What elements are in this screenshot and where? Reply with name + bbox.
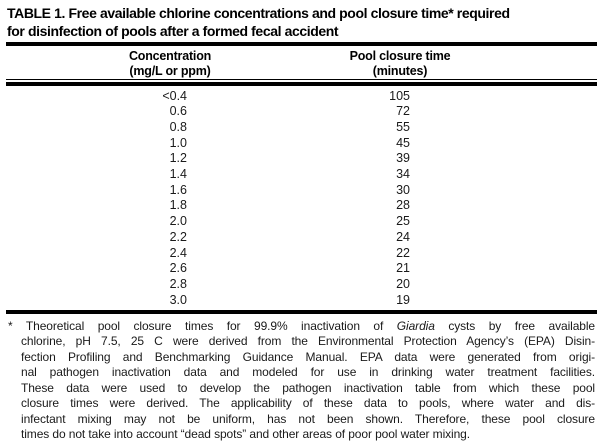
body-bottom-rule: [6, 310, 597, 314]
table-row: <0.4 105: [0, 89, 603, 105]
column-header-closure-time: Pool closure time (minutes): [300, 49, 500, 80]
footnote-text: fection Profiling and Benchmarking Guida…: [21, 349, 595, 364]
closure-time-cell: 105: [389, 88, 410, 103]
footnote-text: closure times were derived. The applicab…: [21, 396, 595, 411]
concentration-cell: 1.4: [169, 167, 187, 182]
concentration-cell: 1.0: [169, 135, 187, 150]
concentration-cell: 1.2: [169, 151, 187, 166]
table-row: 1.2 39: [0, 151, 603, 167]
concentration-cell: 0.8: [169, 119, 187, 134]
concentration-cell: 1.8: [169, 198, 187, 213]
concentration-cell: 2.8: [169, 276, 187, 291]
footnote-text: * Theoretical pool closure times for 99.…: [8, 318, 397, 333]
closure-time-cell: 30: [396, 182, 410, 197]
concentration-cell: 0.6: [169, 104, 187, 119]
footnote-line: nal pathogen inactivation data and model…: [8, 365, 595, 381]
footnote: * Theoretical pool closure times for 99.…: [8, 319, 595, 443]
table-row: 3.0 19: [0, 293, 603, 309]
footnote-line: fection Profiling and Benchmarking Guida…: [8, 350, 595, 366]
title-rule: [6, 42, 597, 46]
footnote-italic-text: Giardia: [396, 318, 435, 333]
column-header-closure-time-line2: (minutes): [372, 64, 428, 78]
closure-time-cell: 19: [396, 292, 410, 307]
footnote-line: times do not take into account “dead spo…: [8, 427, 595, 443]
table-title: TABLE 1. Free available chlorine concent…: [7, 5, 596, 40]
table-row: 2.0 25: [0, 214, 603, 230]
footnote-text: These data were used to develop the path…: [21, 380, 595, 395]
table-title-line: TABLE 1. Free available chlorine concent…: [7, 5, 510, 21]
header-underline: [6, 78, 597, 80]
concentration-cell: 1.6: [169, 182, 187, 197]
table-title-line: for disinfection of pools after a formed…: [7, 22, 339, 39]
table-row: 2.4 22: [0, 246, 603, 262]
closure-time-cell: 20: [396, 276, 410, 291]
header-rule: [6, 82, 597, 86]
table-row: 2.2 24: [0, 230, 603, 246]
footnote-line: These data were used to develop the path…: [8, 381, 595, 397]
footnote-text: chlorine, pH 7.5, 25 C were derived from…: [21, 334, 595, 349]
footnote-line: closure times were derived. The applicab…: [8, 396, 595, 412]
closure-time-cell: 55: [396, 119, 410, 134]
table-row: 2.8 20: [0, 277, 603, 293]
column-header-closure-time-line1: Pool closure time: [349, 48, 451, 63]
footnote-text: infectant mixing may not be uniform, has…: [21, 411, 595, 426]
column-headers: Concentration (mg/L or ppm) Pool closure…: [0, 46, 603, 79]
table-row: 2.6 21: [0, 261, 603, 277]
table-row: 1.4 34: [0, 167, 603, 183]
column-header-concentration-line2: (mg/L or ppm): [129, 64, 211, 78]
closure-time-cell: 22: [396, 245, 410, 260]
closure-time-cell: 25: [396, 214, 410, 229]
concentration-cell: 2.2: [169, 229, 187, 244]
concentration-cell: 2.6: [169, 261, 187, 276]
footnote-text: nal pathogen inactivation data and model…: [21, 365, 595, 380]
closure-time-cell: 24: [396, 229, 410, 244]
closure-time-cell: 34: [396, 167, 410, 182]
table-row: 1.6 30: [0, 183, 603, 199]
table-row: 1.8 28: [0, 198, 603, 214]
concentration-cell: <0.4: [162, 88, 187, 103]
footnote-line: infectant mixing may not be uniform, has…: [8, 412, 595, 428]
footnote-line: * Theoretical pool closure times for 99.…: [8, 319, 595, 335]
column-header-concentration-line1: Concentration: [128, 48, 212, 63]
closure-time-cell: 39: [396, 151, 410, 166]
table-row: 1.0 45: [0, 136, 603, 152]
closure-time-cell: 45: [396, 135, 410, 150]
footnote-text: times do not take into account “dead spo…: [21, 427, 470, 442]
table-row: 0.8 55: [0, 120, 603, 136]
closure-time-cell: 28: [396, 198, 410, 213]
footnote-line: chlorine, pH 7.5, 25 C were derived from…: [8, 334, 595, 350]
concentration-cell: 2.0: [169, 214, 187, 229]
closure-time-cell: 72: [396, 104, 410, 119]
concentration-cell: 2.4: [169, 245, 187, 260]
concentration-cell: 3.0: [169, 292, 187, 307]
table-body: <0.4 105 0.6 72 0.8 55 1.0 45 1.2 39 1.4 34 1.6 30 1.8…: [0, 89, 603, 309]
closure-time-cell: 21: [396, 261, 410, 276]
table-row: 0.6 72: [0, 104, 603, 120]
footnote-text: cysts by free available: [434, 318, 595, 333]
column-header-concentration: Concentration (mg/L or ppm): [70, 49, 270, 80]
